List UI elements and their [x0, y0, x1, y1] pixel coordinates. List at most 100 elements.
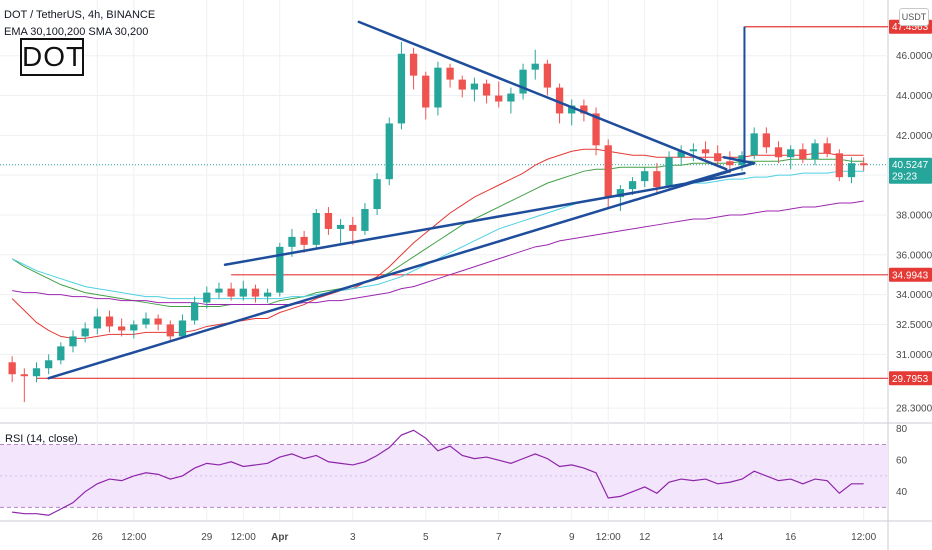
candle-body[interactable] [482, 83, 491, 96]
candle-body[interactable] [677, 151, 685, 158]
candle-body[interactable] [422, 75, 430, 108]
candle-body[interactable] [239, 288, 247, 297]
candle-body[interactable] [714, 153, 722, 162]
candle-body[interactable] [251, 288, 260, 297]
candle-body[interactable] [276, 246, 284, 293]
candle-body[interactable] [361, 209, 369, 231]
rsi-label: RSI (14, close) [5, 433, 78, 445]
candle-body[interactable] [178, 320, 187, 337]
time-tick-label: 12:00 [596, 532, 621, 543]
ma-line-0 [11, 148, 864, 339]
candle-body[interactable] [701, 149, 710, 154]
candle-body[interactable] [555, 87, 564, 114]
candle-body[interactable] [215, 288, 223, 293]
candle-body[interactable] [592, 113, 600, 146]
price-axis[interactable]: 46.000044.000042.000040.000038.000036.00… [889, 19, 932, 498]
price-tag-label: 40.5247 [892, 160, 929, 171]
candle-body[interactable] [336, 224, 345, 229]
candle-body[interactable] [774, 147, 783, 158]
triangle-trendline[interactable] [223, 171, 746, 266]
candle-body[interactable] [409, 53, 418, 76]
time-tick-label: 9 [569, 532, 575, 543]
candle-body[interactable] [190, 302, 199, 321]
candle-body[interactable] [628, 181, 637, 190]
candle-body[interactable] [8, 362, 16, 375]
triangle-trendline[interactable] [686, 161, 756, 185]
candle-body[interactable] [105, 316, 114, 327]
candle-body[interactable] [568, 105, 576, 114]
candle-body[interactable] [154, 318, 162, 325]
candle-body[interactable] [324, 212, 333, 229]
currency-badge[interactable]: USDT [899, 8, 929, 26]
candle-body[interactable] [349, 224, 357, 231]
candle-body[interactable] [117, 326, 126, 331]
candle-body[interactable] [166, 324, 174, 337]
candle-body[interactable] [531, 63, 539, 70]
candle-body[interactable] [604, 145, 612, 198]
candle-body[interactable] [288, 236, 296, 247]
candle-body[interactable] [726, 161, 734, 166]
candle-body[interactable] [93, 316, 101, 329]
candle-body[interactable] [641, 171, 649, 182]
candle-body[interactable] [616, 189, 625, 198]
triangle-trendline[interactable] [47, 169, 732, 380]
candle-body[interactable] [762, 133, 771, 148]
rsi-tick-label: 40 [896, 487, 908, 498]
time-axis[interactable]: 26 12:00 29 12:00 Apr 3 5 7 9 12:00 12 14 16 12:00 [92, 532, 877, 543]
candle-body[interactable] [519, 69, 527, 94]
candle-body[interactable] [446, 67, 454, 80]
candle-body[interactable] [458, 79, 466, 90]
candle-body[interactable] [470, 83, 479, 90]
price-tag-countdown: 29:23 [892, 172, 917, 183]
candle-body[interactable] [543, 63, 552, 88]
candle-body[interactable] [300, 236, 308, 245]
candle-body[interactable] [823, 143, 831, 154]
dot-logo: DOT [20, 38, 84, 76]
time-tick-label: 14 [712, 532, 724, 543]
price-tick-label: 46.0000 [896, 51, 932, 62]
candle-body[interactable] [750, 133, 758, 156]
candle-body[interactable] [20, 374, 28, 377]
ma-line-1 [11, 158, 864, 308]
candle-body[interactable] [653, 171, 661, 188]
rsi-pane[interactable] [0, 429, 888, 516]
price-tick-label: 31.0000 [896, 350, 932, 361]
candle-body[interactable] [835, 153, 843, 178]
price-tag [889, 267, 932, 282]
candle-body[interactable] [57, 346, 65, 361]
rsi-line[interactable] [12, 429, 864, 516]
triangle-trendline[interactable] [722, 156, 756, 165]
candle-body[interactable] [45, 360, 53, 369]
candle-body[interactable] [227, 288, 235, 297]
candle-body[interactable] [373, 179, 381, 210]
candle-body[interactable] [847, 163, 856, 178]
ma-line-3 [12, 200, 864, 306]
time-tick-label: Apr [271, 532, 288, 543]
candle-body[interactable] [799, 149, 807, 160]
candle-body[interactable] [434, 67, 442, 108]
candle-body[interactable] [312, 212, 320, 245]
candle-body[interactable] [507, 93, 515, 102]
price-pane-bg [0, 0, 888, 422]
candle-body[interactable] [811, 143, 819, 160]
candle-body[interactable] [860, 163, 868, 166]
candle-body[interactable] [397, 53, 406, 124]
candle-body[interactable] [69, 336, 77, 347]
price-tag-label: 29.7953 [892, 374, 929, 385]
candle-body[interactable] [81, 328, 89, 337]
candle-body[interactable] [142, 318, 150, 325]
candle-body[interactable] [130, 324, 138, 331]
triangle-trendline[interactable] [357, 20, 728, 171]
candle-body[interactable] [580, 105, 588, 114]
candle-body[interactable] [385, 123, 393, 180]
price-tick-label: 28.3000 [896, 404, 932, 415]
candle-body[interactable] [787, 149, 795, 158]
candle-body[interactable] [689, 149, 698, 152]
candle-body[interactable] [495, 95, 503, 102]
candle-body[interactable] [665, 157, 673, 188]
candle-body[interactable] [203, 292, 211, 303]
candle-body[interactable] [32, 368, 41, 377]
candle-body[interactable] [263, 292, 272, 297]
